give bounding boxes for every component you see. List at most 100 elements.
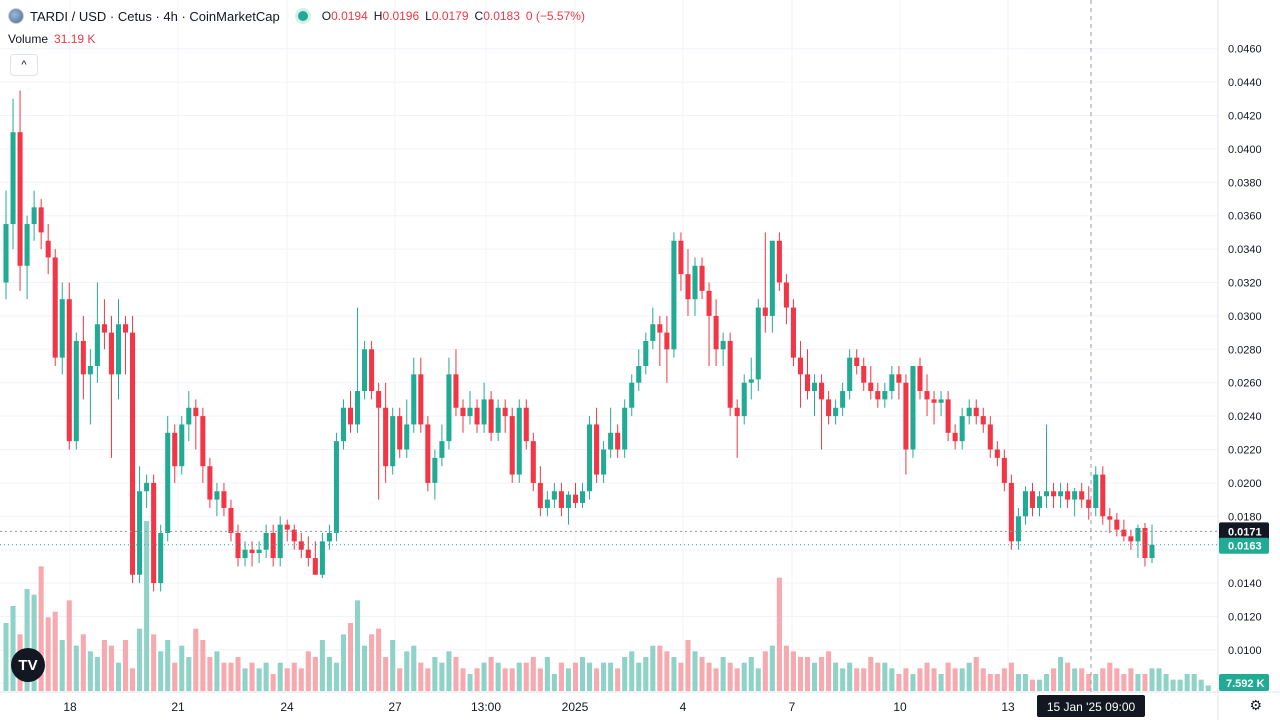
candle-body [122, 324, 129, 333]
candle-body [52, 257, 58, 358]
volume-bar [572, 662, 579, 691]
open-value: 0.0194 [331, 9, 368, 23]
volume-bar [826, 651, 832, 691]
volume-bar [383, 657, 389, 691]
volume-bar [854, 668, 860, 691]
volume-bar [987, 674, 993, 691]
candle-body [565, 494, 571, 508]
candle-body [1107, 516, 1113, 520]
candle-body [467, 407, 473, 417]
candle-body [994, 449, 1000, 458]
tradingview-logo-icon[interactable]: TV [11, 648, 45, 682]
volume-bar [108, 645, 114, 691]
candle-body [1114, 519, 1120, 530]
crosshair-time-label: 15 Jan '25 09:00 [1047, 700, 1136, 714]
volume-bar [797, 657, 803, 691]
symbol-title[interactable]: TARDI / USD · Cetus · 4h · CoinMarketCap [30, 8, 280, 24]
volume-bar [755, 668, 761, 691]
time-tick-label: 13:00 [471, 700, 501, 714]
volume-bar [151, 634, 157, 691]
coin-icon[interactable] [8, 8, 24, 24]
volume-bar [312, 657, 318, 691]
candle-body [826, 399, 832, 417]
candle-body [333, 441, 339, 533]
volume-bar [502, 668, 508, 691]
settings-gear-icon[interactable]: ⚙ [1249, 697, 1262, 713]
price-tick-label: 0.0320 [1228, 278, 1262, 290]
volume-bar [52, 611, 58, 691]
time-tick-label: 10 [893, 700, 907, 714]
volume-bar [10, 606, 16, 691]
candle-body [840, 391, 846, 408]
price-axis[interactable]: 0.0460 0.0440 0.0420 0.0400 0.0380 0.0360 0.03… [1228, 44, 1268, 691]
candle-body [530, 441, 536, 483]
collapse-legend-button[interactable]: ^ [10, 54, 38, 76]
close-label: C [474, 9, 484, 23]
candle-body [755, 307, 761, 380]
candle-body [790, 307, 796, 358]
candle-body [537, 482, 543, 508]
volume-bar [629, 651, 635, 691]
volume-bar [1205, 685, 1211, 691]
volume-bar [889, 668, 895, 691]
candle-body [889, 374, 895, 392]
candle-body [664, 332, 670, 350]
price-labels: 0.0171 0.0163 7.592 K 15 Jan '25 09:00 [1037, 522, 1269, 717]
candle-body [270, 533, 276, 559]
candle-body [776, 240, 782, 283]
candle-body [1093, 474, 1099, 508]
candle-body [579, 491, 586, 503]
volume-bar [277, 662, 283, 691]
candle-body [1065, 491, 1071, 500]
candle-body [1100, 474, 1106, 517]
candle-body [594, 424, 600, 475]
price-tick-label: 0.0440 [1228, 77, 1262, 89]
candle-body [741, 382, 747, 417]
volume-bar [840, 668, 846, 691]
volume-bar [523, 662, 529, 691]
candle-body [172, 432, 178, 467]
volume-bar [762, 651, 768, 691]
candle-body [1142, 527, 1148, 559]
volume-bar [1086, 674, 1092, 691]
volume-bar [741, 662, 747, 691]
candle-body [24, 224, 30, 266]
volume-bar [643, 657, 649, 691]
candle-body [917, 366, 923, 392]
price-tick-label: 0.0100 [1228, 645, 1262, 657]
volume-bar [376, 628, 382, 691]
chevron-up-icon: ^ [21, 59, 27, 71]
current-price-label: 0.0163 [1228, 541, 1262, 553]
volume-legend: Volume 31.19 K [8, 32, 95, 46]
candle-body [1135, 527, 1141, 542]
volume-bar [305, 651, 311, 691]
candle-body [439, 441, 445, 458]
candle-body [390, 416, 396, 467]
candle-body [748, 379, 754, 383]
volume-bar [558, 662, 564, 691]
candle-body [115, 324, 122, 375]
volume-bar [439, 662, 445, 691]
volume-bar [101, 640, 107, 691]
candle-body [1029, 491, 1036, 508]
candle-body [228, 507, 234, 533]
time-axis[interactable]: 18 21 24 27 13:00 2025 4 7 10 13 [63, 700, 1015, 714]
volume-bar [355, 600, 361, 691]
volume-bar [446, 651, 452, 691]
candle-body [87, 366, 93, 375]
volume-bar [1029, 679, 1036, 691]
volume-bar [1191, 674, 1197, 691]
volume-bar [544, 657, 550, 691]
candle-body [1008, 482, 1014, 542]
market-status-icon[interactable] [297, 11, 308, 21]
candle-body [418, 374, 424, 425]
candle-body [861, 366, 867, 383]
candle-body [3, 224, 9, 283]
volume-bar [193, 628, 199, 691]
volume-bar [615, 668, 621, 691]
volume-bar [1114, 668, 1120, 691]
candle-body [319, 541, 325, 575]
candle-body [945, 399, 951, 433]
candle-body [819, 382, 825, 400]
